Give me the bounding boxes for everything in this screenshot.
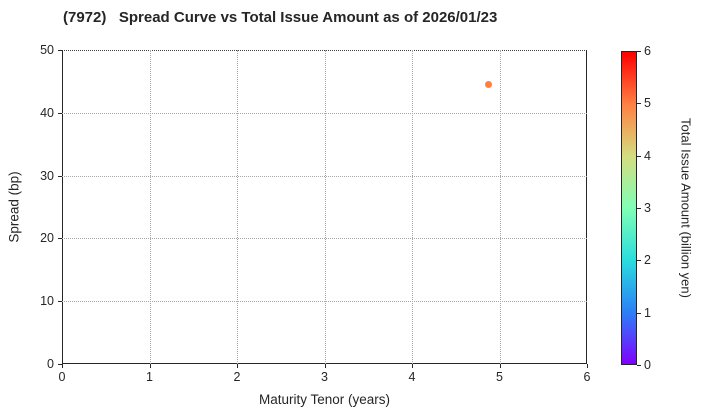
x-axis-tick-label: 5 bbox=[496, 370, 503, 384]
x-axis-tick bbox=[149, 364, 151, 368]
y-axis-tick-label: 0 bbox=[47, 357, 54, 371]
gridline-horizontal bbox=[62, 238, 587, 240]
gridline-horizontal bbox=[62, 175, 587, 177]
colorbar-tick-label: 0 bbox=[644, 358, 651, 372]
x-axis-tick bbox=[62, 364, 63, 368]
x-axis-tick bbox=[237, 364, 238, 368]
colorbar-tick-label: 5 bbox=[644, 96, 651, 111]
x-axis-tick-label: 3 bbox=[321, 370, 328, 384]
colorbar-label: Total Issue Amount (billion yen) bbox=[678, 118, 694, 298]
colorbar-tick-label: 2 bbox=[644, 253, 651, 268]
colorbar-tick bbox=[637, 260, 641, 262]
gridline-vertical bbox=[412, 50, 413, 364]
chart-title: (7972) Spread Curve vs Total Issue Amoun… bbox=[63, 9, 498, 26]
gridline-horizontal bbox=[62, 112, 587, 114]
scatter-point bbox=[484, 81, 492, 89]
y-axis-tick-label: 10 bbox=[40, 294, 54, 309]
y-axis-tick bbox=[58, 364, 62, 365]
y-axis-tick-label: 50 bbox=[40, 43, 54, 57]
colorbar-tick-label: 6 bbox=[644, 44, 651, 58]
gridline-vertical bbox=[499, 50, 501, 364]
y-axis-tick bbox=[58, 175, 62, 177]
colorbar-tick-label: 1 bbox=[644, 305, 651, 320]
colorbar-tick-label: 4 bbox=[644, 148, 651, 163]
colorbar-tick bbox=[637, 51, 641, 52]
x-axis-label: Maturity Tenor (years) bbox=[258, 392, 391, 407]
colorbar-tick bbox=[637, 208, 641, 209]
y-axis-tick bbox=[58, 301, 62, 303]
y-axis-tick bbox=[58, 50, 62, 51]
x-axis-tick bbox=[587, 364, 588, 368]
gridline-vertical bbox=[237, 50, 238, 364]
colorbar-tick bbox=[637, 312, 641, 314]
y-axis-tick bbox=[58, 112, 62, 114]
gridline-vertical bbox=[324, 50, 326, 364]
gridline-vertical bbox=[149, 50, 151, 364]
y-axis-tick-label: 40 bbox=[40, 105, 54, 120]
colorbar-tick bbox=[637, 155, 641, 157]
x-axis-tick bbox=[324, 364, 326, 368]
x-axis-tick-label: 0 bbox=[58, 370, 66, 384]
gridline-horizontal bbox=[62, 301, 587, 303]
y-axis-tick-label: 20 bbox=[40, 231, 54, 246]
x-axis-tick bbox=[499, 364, 501, 368]
colorbar-tick-label: 3 bbox=[644, 201, 651, 215]
x-axis-tick-label: 1 bbox=[146, 370, 153, 384]
x-axis-tick-label: 4 bbox=[408, 370, 416, 384]
x-axis-tick bbox=[412, 364, 413, 368]
colorbar-gradient bbox=[621, 51, 637, 365]
colorbar-tick bbox=[637, 365, 641, 366]
y-axis-tick bbox=[58, 238, 62, 240]
x-axis-tick-label: 2 bbox=[233, 370, 241, 384]
y-axis-label: Spread (bp) bbox=[6, 171, 22, 243]
x-axis-tick-label: 6 bbox=[583, 370, 591, 384]
colorbar-tick bbox=[637, 103, 641, 105]
y-axis-tick-label: 30 bbox=[40, 168, 54, 183]
